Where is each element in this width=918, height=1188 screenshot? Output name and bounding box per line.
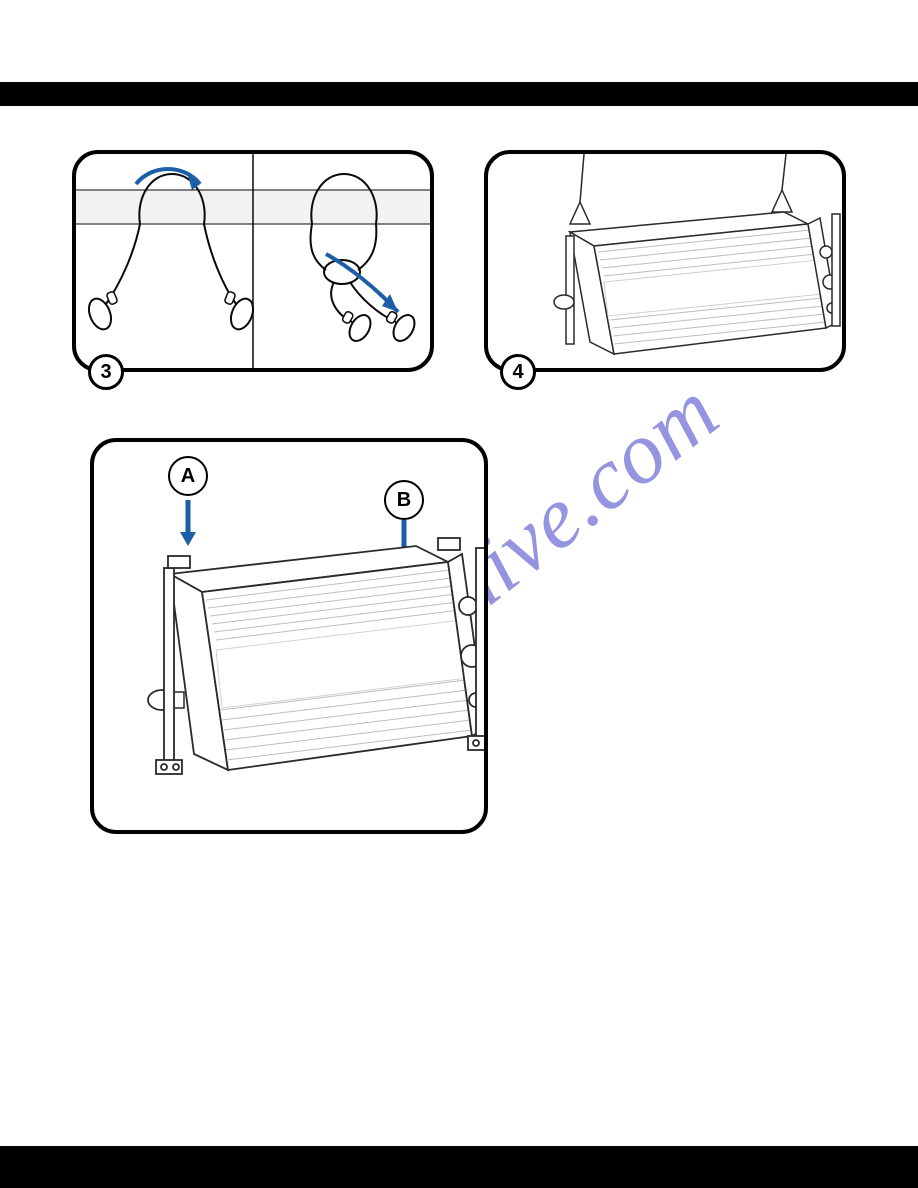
- callout-a: A: [168, 456, 208, 496]
- content-area: 3: [0, 150, 918, 834]
- top-row: 3: [0, 150, 918, 372]
- panel-step-3-illustration: [76, 154, 430, 368]
- panel-mounting-illustration: [94, 442, 484, 830]
- panel-step-4-illustration: [488, 154, 842, 368]
- panel-step-4: 4: [484, 150, 846, 372]
- step-3-label: 3: [88, 354, 124, 390]
- panel-step-3: 3: [72, 150, 434, 372]
- footer-bar: [0, 1146, 918, 1188]
- manual-page: manualshive.com: [0, 0, 918, 1188]
- header-bar: [0, 82, 918, 106]
- panel-mounting: A B: [90, 438, 488, 834]
- callout-b: B: [384, 480, 424, 520]
- step-4-label: 4: [500, 354, 536, 390]
